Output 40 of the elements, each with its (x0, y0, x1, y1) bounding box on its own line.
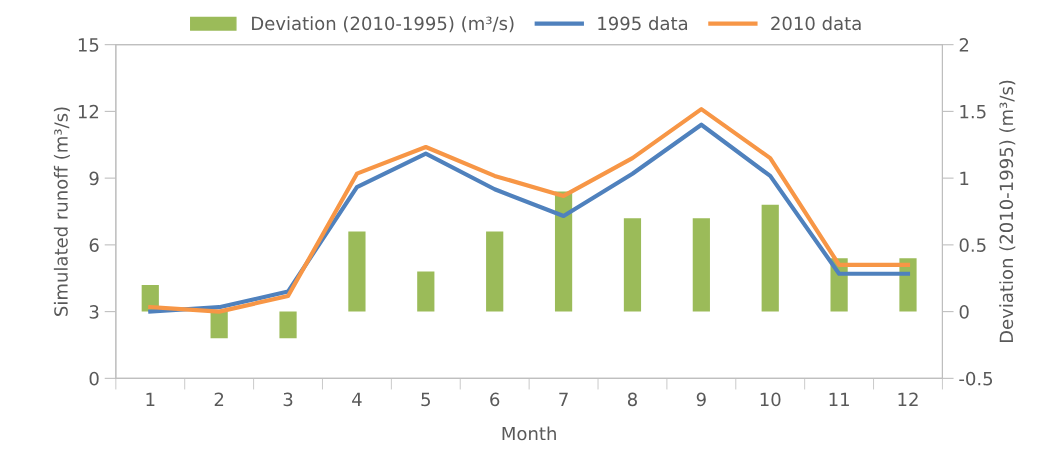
x-tick-label: 8 (627, 392, 637, 407)
bar (348, 231, 366, 312)
bar (554, 191, 573, 312)
x-tick-label: 2 (214, 392, 224, 406)
bar (761, 204, 779, 312)
y2-tick-label: 0 (959, 305, 969, 319)
y-tick-label: 6 (89, 238, 99, 252)
x-tick-label: 10 (760, 392, 781, 407)
x-tick-label: 6 (490, 392, 500, 407)
y-tick-label: 3 (89, 305, 99, 319)
bar (486, 231, 504, 312)
x-tick-label: 5 (421, 392, 430, 407)
x-tick-label: 11 (829, 392, 849, 406)
y-tick-label: 9 (89, 171, 99, 186)
x-tick-label: 9 (696, 392, 706, 407)
legend-label: 2010 data (771, 16, 861, 31)
y2-tick-label: -0.5 (959, 371, 993, 386)
bar (210, 311, 228, 339)
x-axis-title: Month (502, 426, 556, 441)
legend-label: 1995 data (598, 16, 688, 31)
bar (623, 218, 642, 312)
legend-label: Deviation (2010-1995) (m³/s) (252, 16, 514, 33)
x-tick-label: 1 (146, 392, 155, 406)
y2-tick-label: 2 (959, 38, 969, 52)
x-tick-label: 12 (898, 392, 918, 406)
bar (899, 258, 917, 312)
y-axis-title: Simulated runoff (m³/s) (53, 107, 70, 316)
y-tick-label: 15 (78, 38, 99, 52)
y2-tick-label: 0.5 (959, 238, 986, 252)
bar (417, 271, 435, 312)
x-tick-label: 7 (559, 392, 568, 406)
y-tick-label: 12 (78, 104, 99, 119)
x-tick-label: 4 (352, 392, 362, 406)
y2-tick-label: 1 (960, 171, 969, 185)
y2-axis-title: Deviation (2010-1995) (m³/s) (999, 80, 1016, 343)
y2-tick-label: 1.5 (960, 105, 986, 119)
y-tick-label: 0 (89, 371, 99, 386)
x-tick-label: 3 (283, 392, 293, 407)
bar (692, 218, 710, 312)
bar (279, 311, 297, 339)
